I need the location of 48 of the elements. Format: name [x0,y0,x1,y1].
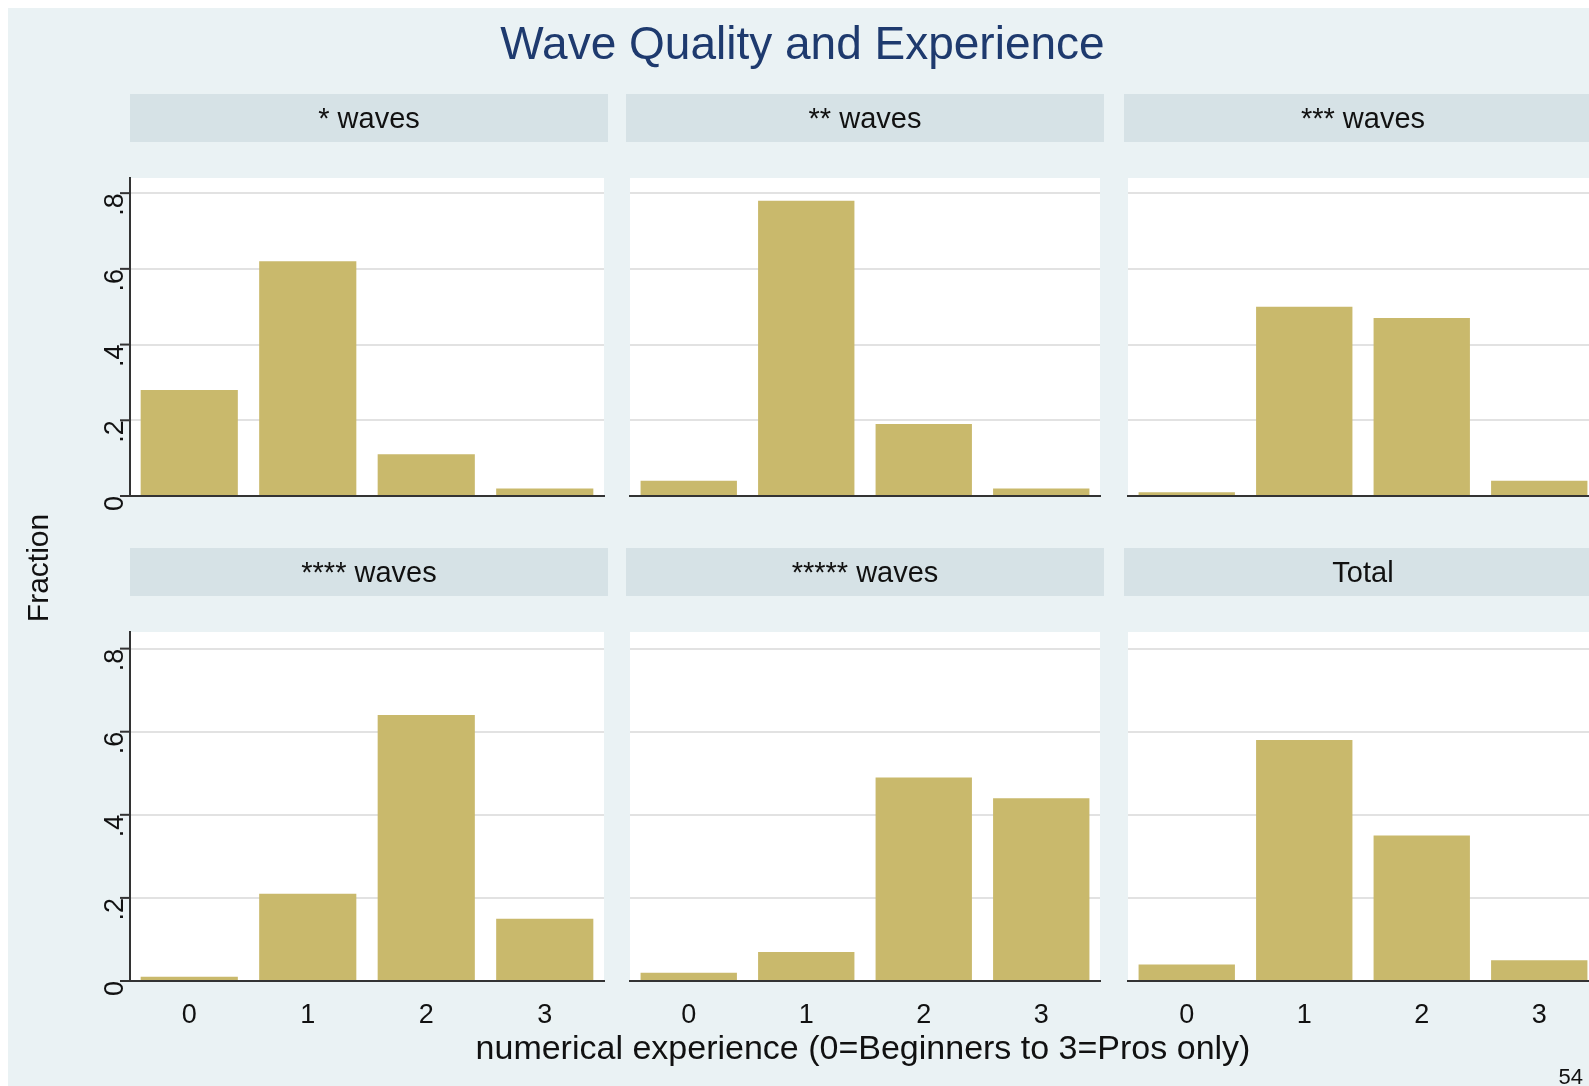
x-tick-label: 1 [1296,998,1312,1029]
bar [1373,835,1470,980]
y-axis-title: Fraction [21,513,55,623]
bar [875,424,972,495]
bar [640,972,737,980]
y-tick-label: .4 [99,344,130,368]
chart-title: ***** waves [626,548,1104,596]
chart-title: **** waves [130,548,608,596]
x-tick-label: 1 [798,998,814,1029]
bar [1373,318,1470,495]
bar [640,480,737,495]
y-tick-label: .2 [99,897,130,921]
bar [758,200,855,495]
bar [1138,964,1235,980]
bar [1256,740,1353,980]
x-tick-label: 2 [916,998,932,1029]
y-tick-label: .8 [99,648,130,672]
text: Wave Quality and Experience [499,16,1106,70]
bar [758,951,855,980]
bar [1256,306,1353,495]
y-tick-label: .6 [99,731,130,755]
chart-title: *** waves [1124,94,1589,142]
y-tick-label: 0 [99,981,130,997]
x-tick-label: 3 [1033,998,1049,1029]
x-tick-label: 3 [1531,998,1547,1029]
y-tick-label: .6 [99,268,130,292]
x-tick-label: 2 [418,998,434,1029]
bar [1491,480,1588,495]
bar [993,488,1090,495]
y-tick-label: .2 [99,420,130,443]
bar [1138,492,1235,495]
y-tick-label: .4 [99,814,130,838]
y-tick-label: 0 [99,496,130,512]
bar [993,798,1090,980]
chart-title: Total [1124,548,1589,596]
x-tick-label: 1 [300,998,316,1029]
chart-title: * waves [130,94,608,142]
x-tick-label: 0 [1179,998,1195,1029]
x-tick-label: 3 [537,998,553,1029]
x-axis-title: numerical experience (0=Beginners to 3=Pros only) [475,1028,1251,1066]
text: 54 [1558,1064,1583,1086]
y-tick-label: .8 [99,193,130,216]
x-tick-label: 2 [1414,998,1430,1029]
x-tick-label: 0 [181,998,197,1029]
bar [875,777,972,980]
bar [1491,960,1588,980]
x-tick-label: 0 [681,998,697,1029]
chart-title: ** waves [626,94,1104,142]
